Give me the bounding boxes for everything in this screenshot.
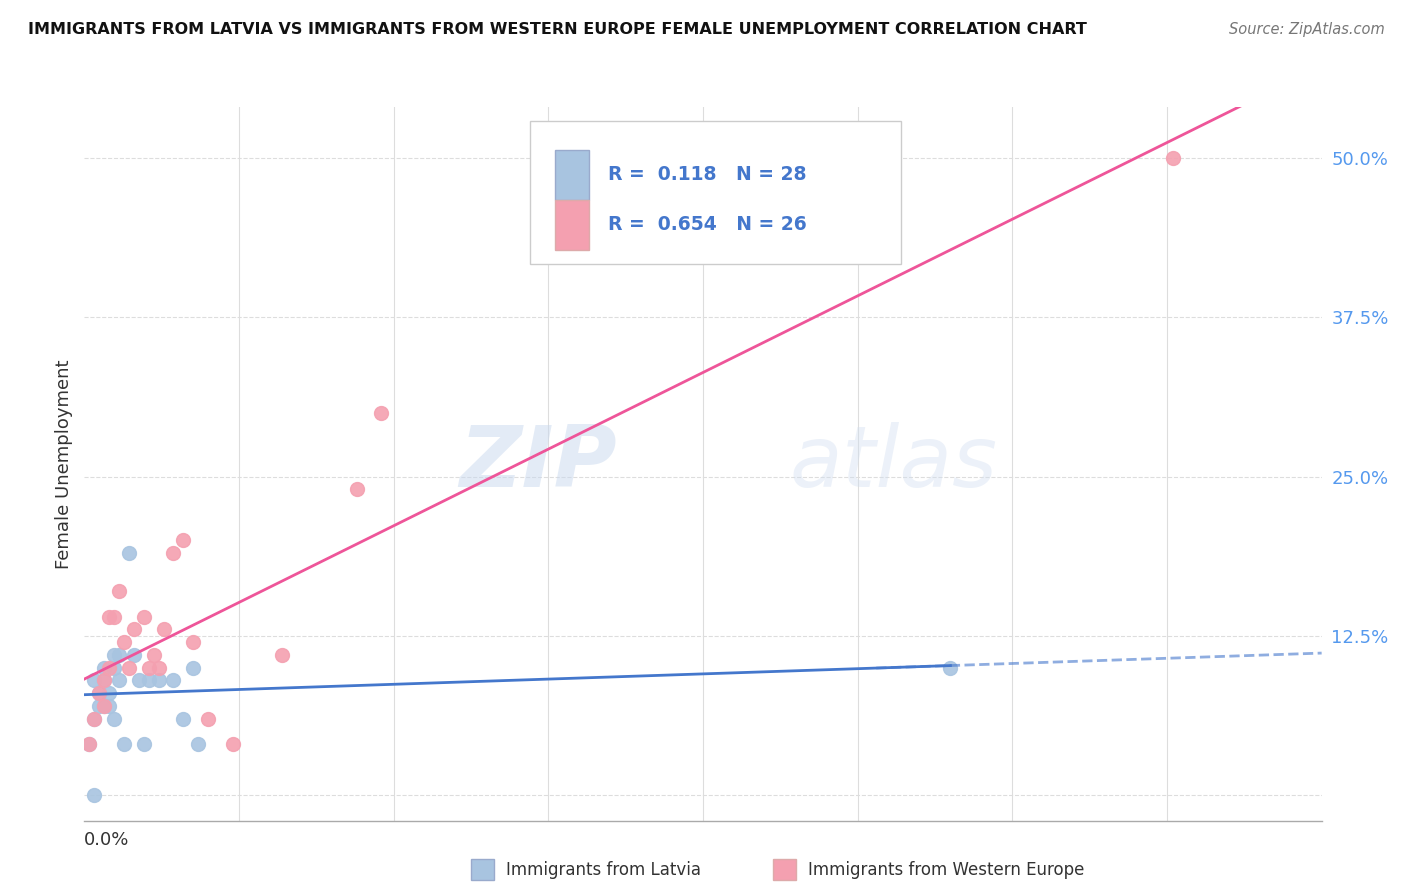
Point bbox=[98, 661, 121, 675]
Text: atlas: atlas bbox=[790, 422, 998, 506]
Point bbox=[118, 661, 141, 675]
Point bbox=[128, 673, 150, 688]
Point bbox=[939, 661, 962, 675]
FancyBboxPatch shape bbox=[554, 200, 589, 250]
Point bbox=[162, 546, 184, 560]
Point bbox=[103, 661, 125, 675]
Point bbox=[79, 737, 101, 751]
Point bbox=[181, 635, 204, 649]
Point bbox=[98, 609, 121, 624]
Text: Immigrants from Latvia: Immigrants from Latvia bbox=[506, 861, 702, 879]
Point bbox=[93, 673, 115, 688]
Point bbox=[83, 712, 105, 726]
Text: R =  0.654   N = 26: R = 0.654 N = 26 bbox=[607, 215, 807, 235]
Point bbox=[103, 712, 125, 726]
Point bbox=[148, 673, 170, 688]
Point bbox=[187, 737, 209, 751]
Text: IMMIGRANTS FROM LATVIA VS IMMIGRANTS FROM WESTERN EUROPE FEMALE UNEMPLOYMENT COR: IMMIGRANTS FROM LATVIA VS IMMIGRANTS FRO… bbox=[28, 22, 1087, 37]
Point bbox=[346, 483, 368, 497]
Point bbox=[370, 406, 392, 420]
Point bbox=[83, 673, 105, 688]
Point bbox=[148, 661, 170, 675]
Point bbox=[89, 698, 111, 713]
Point bbox=[112, 635, 135, 649]
Point bbox=[93, 698, 115, 713]
Point bbox=[98, 698, 121, 713]
Point bbox=[1161, 151, 1184, 165]
Point bbox=[108, 648, 131, 662]
Point bbox=[172, 712, 194, 726]
Point bbox=[108, 584, 131, 599]
Point bbox=[93, 698, 115, 713]
Point bbox=[83, 788, 105, 802]
Point bbox=[118, 546, 141, 560]
Point bbox=[138, 673, 160, 688]
Y-axis label: Female Unemployment: Female Unemployment bbox=[55, 359, 73, 568]
Point bbox=[181, 661, 204, 675]
Point bbox=[103, 648, 125, 662]
Point bbox=[122, 623, 145, 637]
Text: 0.0%: 0.0% bbox=[84, 831, 129, 849]
Point bbox=[142, 648, 165, 662]
Point bbox=[108, 673, 131, 688]
Point bbox=[79, 737, 101, 751]
Point bbox=[89, 686, 111, 700]
Point bbox=[83, 712, 105, 726]
Point bbox=[93, 661, 115, 675]
Text: Source: ZipAtlas.com: Source: ZipAtlas.com bbox=[1229, 22, 1385, 37]
Text: ZIP: ZIP bbox=[458, 422, 616, 506]
Point bbox=[132, 737, 155, 751]
Text: Immigrants from Western Europe: Immigrants from Western Europe bbox=[808, 861, 1085, 879]
Point bbox=[162, 673, 184, 688]
Point bbox=[197, 712, 219, 726]
Point bbox=[98, 686, 121, 700]
Point bbox=[222, 737, 245, 751]
Text: R =  0.118   N = 28: R = 0.118 N = 28 bbox=[607, 165, 806, 185]
Point bbox=[132, 609, 155, 624]
Point bbox=[152, 623, 174, 637]
Point bbox=[172, 533, 194, 548]
Point bbox=[93, 673, 115, 688]
FancyBboxPatch shape bbox=[530, 121, 901, 264]
Point bbox=[89, 686, 111, 700]
Point bbox=[271, 648, 294, 662]
FancyBboxPatch shape bbox=[554, 150, 589, 200]
Point bbox=[122, 648, 145, 662]
Point bbox=[112, 737, 135, 751]
Point bbox=[138, 661, 160, 675]
Point bbox=[103, 609, 125, 624]
